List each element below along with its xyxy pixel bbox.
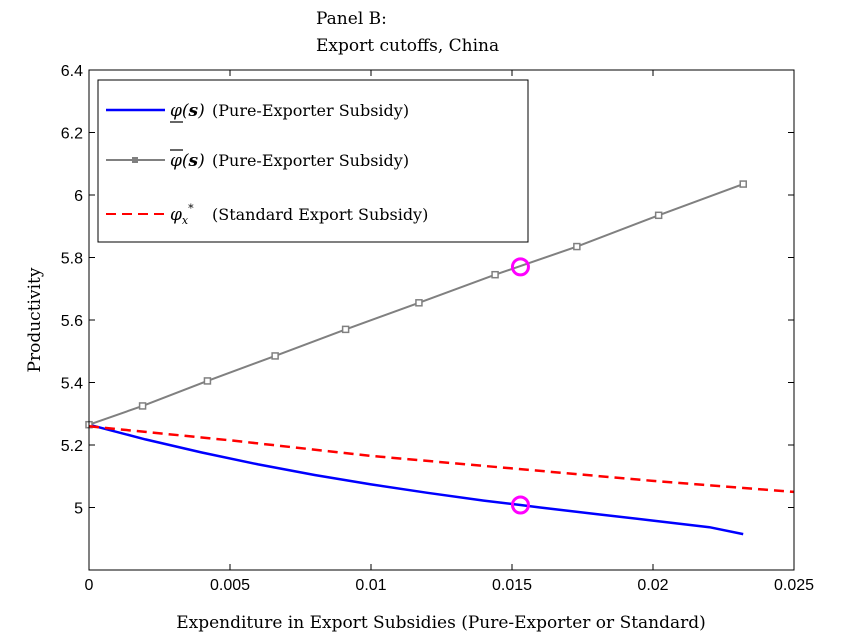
legend-marker-upper-cutoff	[132, 157, 138, 163]
x-tick-label: 0.01	[355, 577, 386, 594]
series-line-standard-cutoff	[88, 425, 795, 494]
series-point-upper-cutoff	[415, 299, 423, 307]
y-tick-label: 6.2	[61, 126, 83, 143]
chart-title-line1: Panel B:	[316, 9, 387, 29]
legend-label-upper-cutoff: (Pure-Exporter Subsidy)	[212, 151, 409, 170]
y-tick-label: 5.6	[61, 313, 83, 330]
series-point-upper-cutoff	[573, 242, 581, 251]
series-point-upper-cutoff	[341, 325, 350, 334]
x-tick-label: 0.015	[492, 577, 532, 594]
x-tick-label: 0.02	[637, 577, 668, 594]
series-point-upper-cutoff	[138, 402, 147, 410]
y-tick-label: 5.8	[61, 251, 83, 268]
y-tick-label: 5	[74, 501, 83, 518]
chart-title-line2: Export cutoffs, China	[316, 36, 499, 56]
series-point-upper-cutoff	[203, 377, 212, 385]
series-point-upper-cutoff	[739, 180, 747, 188]
series-point-upper-cutoff	[271, 352, 279, 360]
y-tick-label: 6.4	[61, 63, 83, 80]
tick-layer: 0 0.005 0.01 0.015 0.02 0.025 5 5.2 5.4 5.6 5.8 6 6.…	[61, 63, 814, 594]
series-point-upper-cutoff	[654, 211, 663, 220]
legend-symbol-upper-cutoff: φ(s)	[170, 151, 205, 171]
x-tick-label: 0.025	[774, 577, 814, 594]
series-line-upper-cutoff	[88, 183, 744, 426]
legend-entry-lower-cutoff: φ(s) (Pure-Exporter Subsidy)	[106, 101, 409, 123]
legend: φ(s) (Pure-Exporter Subsidy) φ(s) (Pure-…	[97, 79, 529, 243]
legend-entry-upper-cutoff: φ(s) (Pure-Exporter Subsidy)	[106, 149, 409, 171]
legend-entry-standard-cutoff: φx* (Standard Export Subsidy)	[106, 202, 428, 227]
series-point-upper-cutoff	[491, 270, 499, 279]
y-tick-label: 5.2	[61, 438, 83, 455]
x-axis-label: Expenditure in Export Subsidies (Pure-Ex…	[176, 613, 706, 633]
y-tick-label: 5.4	[61, 376, 83, 393]
legend-label-lower-cutoff: (Pure-Exporter Subsidy)	[212, 101, 409, 120]
y-axis-label: Productivity	[25, 267, 45, 372]
y-tick-label: 6	[74, 188, 83, 205]
x-tick-label: 0	[85, 577, 94, 594]
x-tick-label: 0.005	[210, 577, 250, 594]
series-line-lower-cutoff	[88, 423, 744, 536]
highlight-layer	[510, 257, 530, 515]
legend-box	[97, 79, 529, 243]
highlight-point	[510, 495, 530, 515]
legend-label-standard-cutoff: (Standard Export Subsidy)	[212, 205, 428, 224]
highlight-point	[510, 257, 530, 277]
legend-symbol-lower-cutoff: φ(s)	[170, 101, 205, 121]
